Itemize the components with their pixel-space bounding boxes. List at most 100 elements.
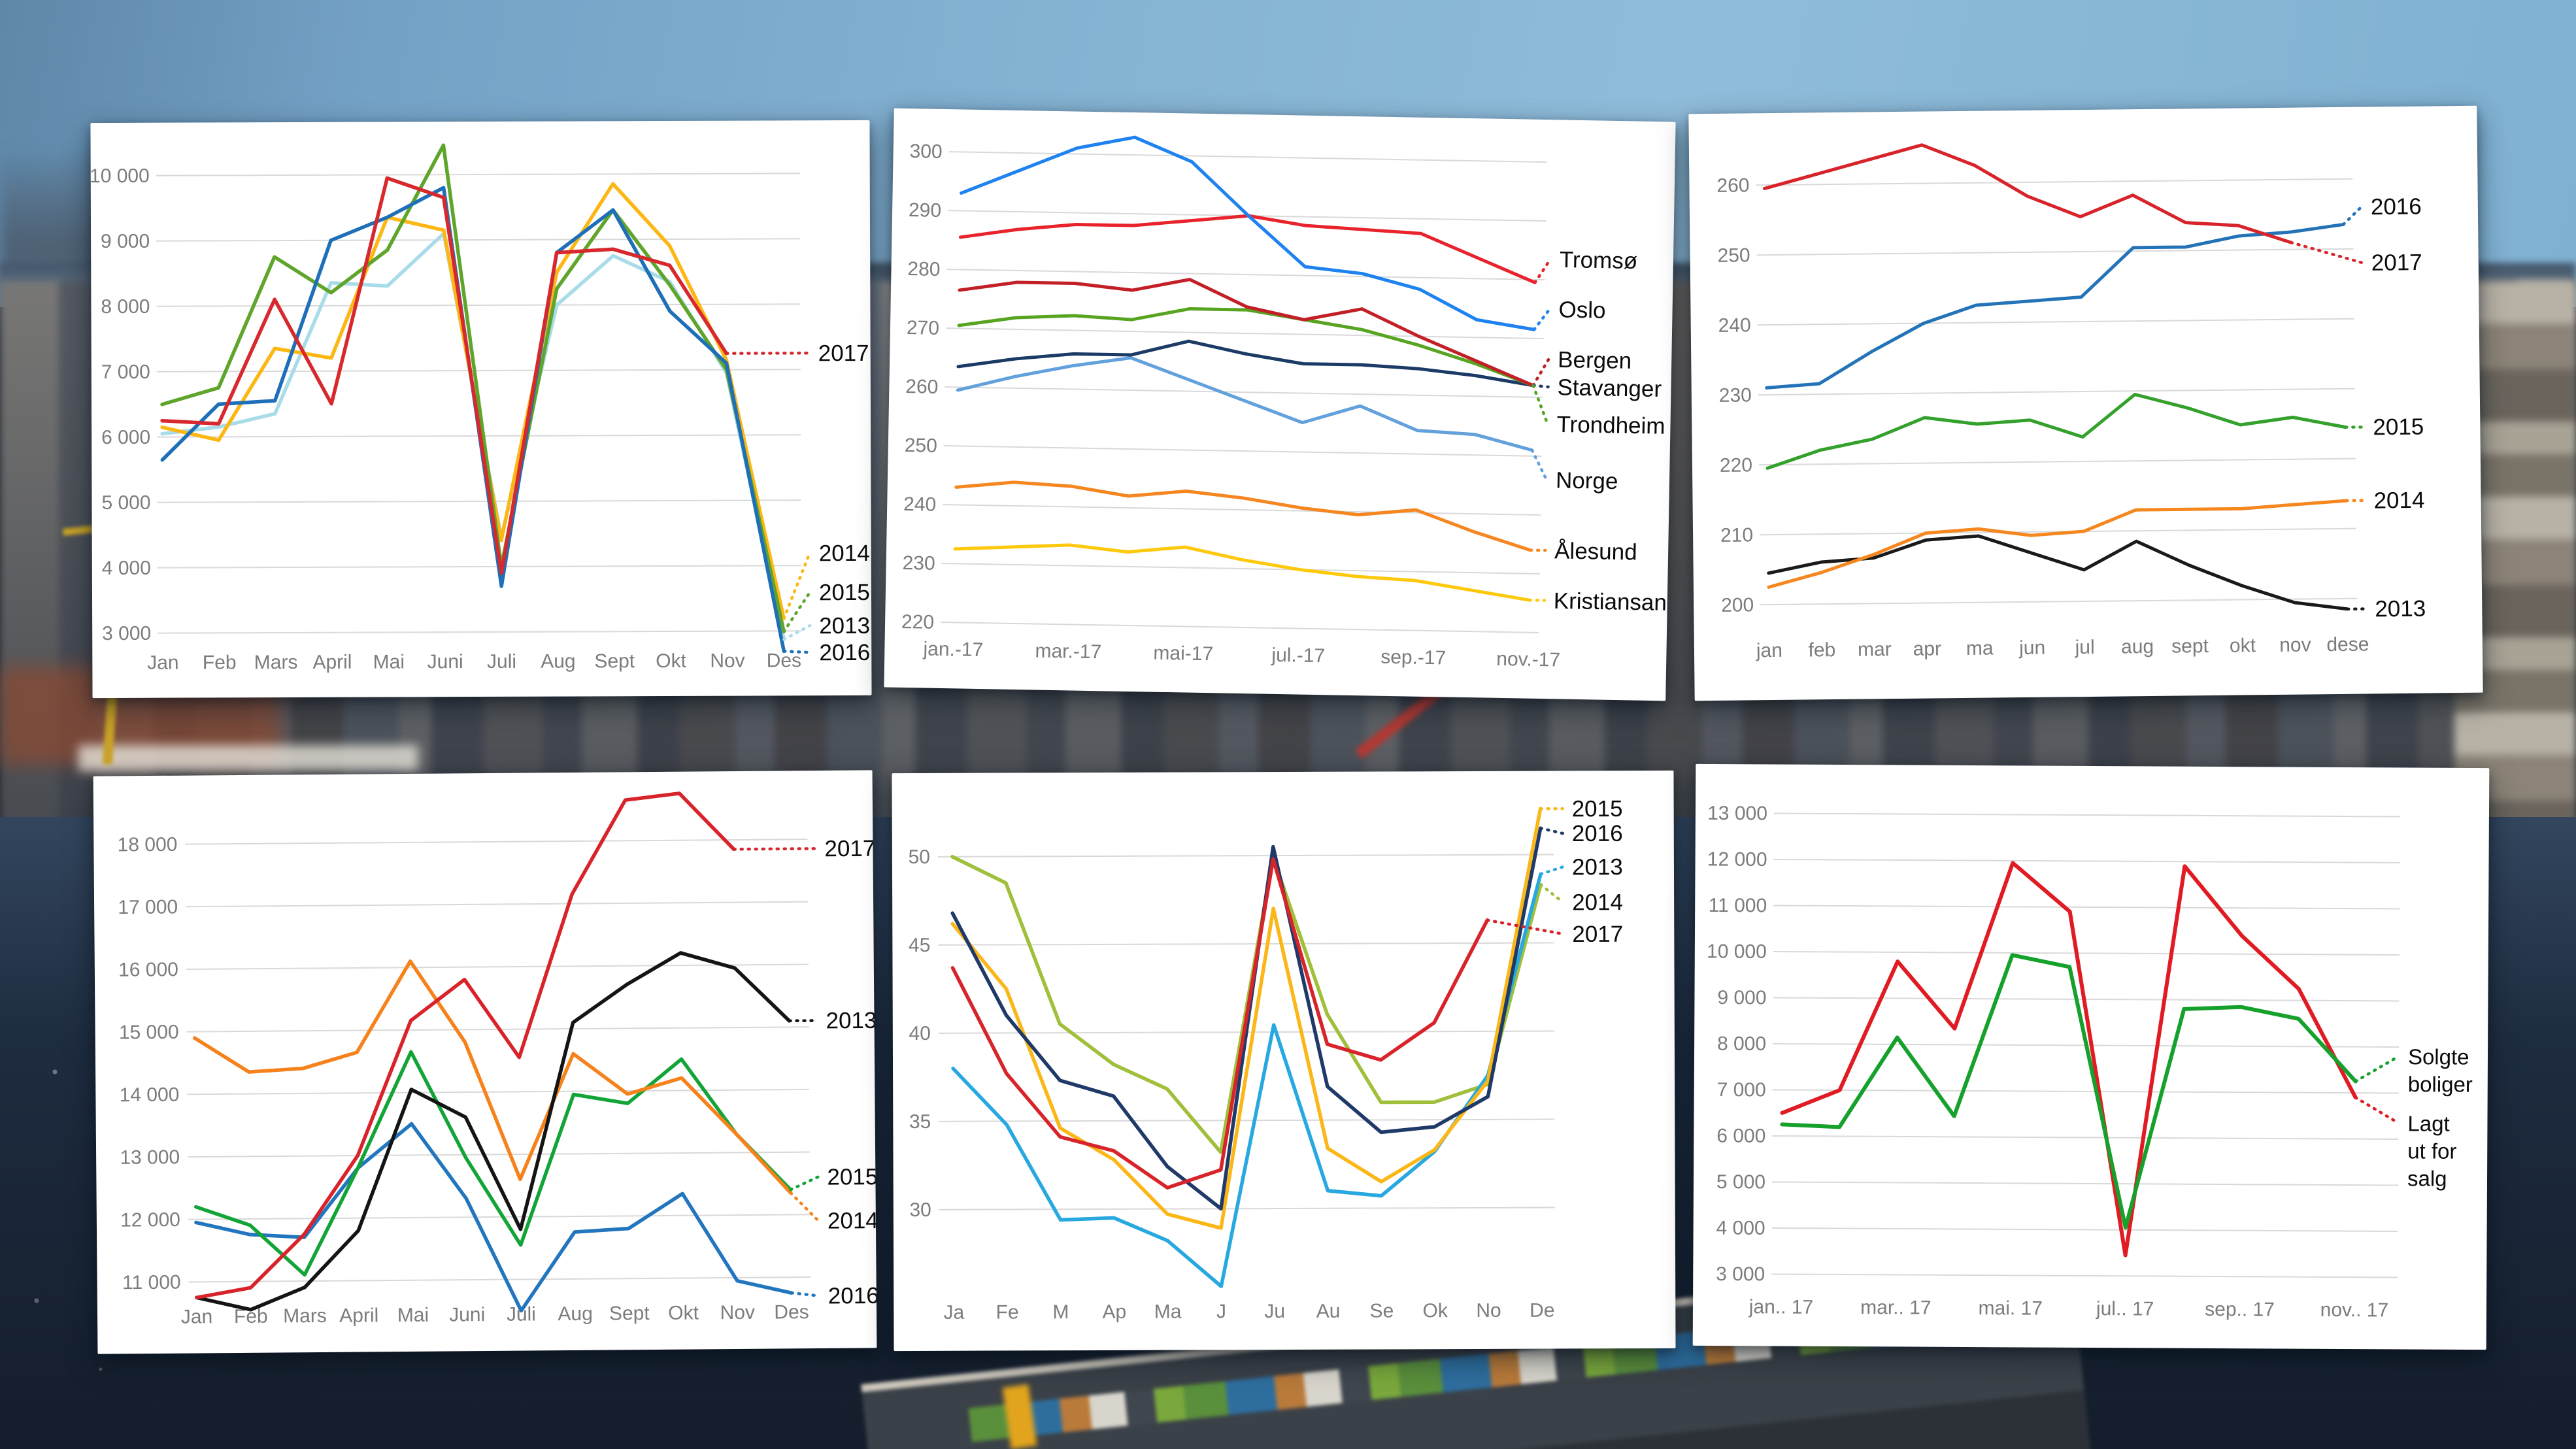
svg-text:220: 220 (901, 611, 935, 633)
svg-text:7 000: 7 000 (101, 361, 150, 383)
svg-text:Feb: Feb (203, 652, 237, 673)
svg-text:13 000: 13 000 (1707, 803, 1767, 824)
svg-text:Mars: Mars (283, 1305, 327, 1327)
svg-text:8 000: 8 000 (101, 296, 150, 318)
svg-text:2013: 2013 (826, 1008, 877, 1034)
svg-text:240: 240 (1718, 314, 1750, 337)
svg-text:2014: 2014 (819, 541, 870, 566)
line-chart-boligprisindeks-byer: 220 230 240 250 260 270 280 290 300 jan.-17 mar.-1… (901, 135, 1676, 671)
svg-text:16 000: 16 000 (118, 959, 178, 981)
line-chart-lagt-ut-for-salg-per-aar: 11 000 12 000 13 000 14 000 15 000 16 000 17 0… (117, 791, 877, 1328)
svg-text:feb: feb (1808, 639, 1835, 661)
white-tents (78, 745, 418, 771)
svg-text:jan: jan (1756, 640, 1782, 661)
svg-text:260: 260 (1716, 175, 1749, 197)
svg-text:April: April (339, 1305, 378, 1326)
svg-text:De: De (1530, 1300, 1554, 1322)
svg-text:Fe: Fe (996, 1301, 1019, 1323)
svg-text:40: 40 (909, 1023, 930, 1044)
svg-text:2014: 2014 (1572, 890, 1623, 915)
svg-text:J: J (1216, 1301, 1226, 1322)
svg-text:Ja: Ja (943, 1302, 964, 1324)
svg-text:300: 300 (909, 141, 943, 163)
svg-text:Nov: Nov (710, 650, 744, 672)
svg-text:jan.-17: jan.-17 (922, 639, 983, 661)
svg-text:Jan: Jan (147, 652, 178, 674)
chart-panel-lagt-ut-for-salg-per-aar: 11 000 12 000 13 000 14 000 15 000 16 000 17 0… (93, 770, 877, 1354)
svg-text:Norge: Norge (1556, 467, 1618, 494)
svg-text:salg: salg (2407, 1166, 2447, 1190)
svg-text:17 000: 17 000 (118, 896, 178, 918)
svg-text:2016: 2016 (828, 1283, 877, 1309)
svg-text:14 000: 14 000 (119, 1084, 179, 1106)
svg-text:nov.. 17: nov.. 17 (2320, 1299, 2389, 1322)
svg-text:sep.-17: sep.-17 (1380, 646, 1447, 669)
svg-text:260: 260 (905, 376, 939, 398)
svg-text:jul.-17: jul.-17 (1271, 644, 1325, 667)
svg-text:210: 210 (1720, 524, 1753, 546)
svg-text:April: April (312, 652, 352, 673)
svg-text:2015: 2015 (827, 1164, 877, 1190)
svg-text:6 000: 6 000 (1716, 1125, 1765, 1147)
svg-text:280: 280 (907, 258, 941, 280)
svg-text:Se: Se (1369, 1300, 1394, 1322)
svg-text:50: 50 (908, 846, 929, 868)
svg-text:4 000: 4 000 (1716, 1218, 1765, 1239)
svg-text:6 000: 6 000 (101, 427, 150, 448)
svg-text:15 000: 15 000 (119, 1022, 179, 1044)
svg-text:8 000: 8 000 (1717, 1033, 1766, 1055)
svg-text:okt: okt (2230, 635, 2256, 656)
svg-text:2017: 2017 (1572, 922, 1623, 947)
svg-text:Nov: Nov (720, 1302, 755, 1324)
svg-text:2014: 2014 (2373, 488, 2424, 514)
svg-text:220: 220 (1720, 454, 1752, 476)
chart-panel-boligprisindeks-per-aar: 200 210 220 230 240 250 260 jan feb mar apr ma jun ju… (1688, 105, 2483, 701)
svg-text:Juni: Juni (427, 651, 463, 673)
svg-text:Mai: Mai (373, 651, 405, 673)
svg-text:2016: 2016 (1572, 821, 1623, 846)
svg-text:Ma: Ma (1154, 1301, 1182, 1323)
svg-text:5 000: 5 000 (101, 492, 150, 514)
svg-text:Bergen: Bergen (1558, 347, 1632, 374)
svg-text:11 000: 11 000 (122, 1272, 181, 1294)
svg-text:jun: jun (2018, 637, 2045, 659)
svg-text:10 000: 10 000 (1707, 941, 1767, 962)
svg-text:4 000: 4 000 (102, 558, 151, 579)
svg-text:250: 250 (904, 435, 937, 457)
svg-text:boliger: boliger (2408, 1072, 2473, 1097)
svg-text:2013: 2013 (1572, 854, 1623, 880)
svg-text:Kristiansand: Kristiansand (1553, 588, 1675, 616)
chart-panel-boligprisindeks-byer: 220 230 240 250 260 270 280 290 300 jan.-17 mar.-1… (884, 108, 1676, 701)
svg-text:Trondheim: Trondheim (1556, 412, 1665, 439)
svg-text:2017: 2017 (818, 341, 869, 366)
svg-text:290: 290 (909, 199, 942, 222)
svg-text:sep.. 17: sep.. 17 (2205, 1299, 2275, 1321)
svg-text:mar.. 17: mar.. 17 (1860, 1297, 1932, 1319)
svg-text:200: 200 (1721, 594, 1754, 616)
chart-panel-solgte-vs-lagt-ut-2017: 3 000 4 000 5 000 6 000 7 000 8 000 9 000 10 00… (1692, 763, 2490, 1350)
svg-text:Aug: Aug (541, 650, 576, 672)
svg-text:2013: 2013 (819, 613, 870, 639)
svg-text:mar.-17: mar.-17 (1035, 641, 1101, 663)
svg-text:Lagt: Lagt (2407, 1111, 2449, 1135)
svg-text:Juni: Juni (449, 1304, 485, 1325)
svg-text:Mars: Mars (254, 652, 298, 673)
line-chart-solgte-boliger-per-aar: 3 000 4 000 5 000 6 000 7 000 8 000 9 000 10 00… (90, 143, 870, 674)
svg-text:aug: aug (2121, 636, 2154, 658)
svg-text:nov.-17: nov.-17 (1496, 648, 1560, 671)
svg-text:13 000: 13 000 (120, 1146, 180, 1169)
svg-text:12 000: 12 000 (120, 1209, 180, 1231)
svg-text:Juli: Juli (487, 651, 516, 673)
svg-text:Solgte: Solgte (2408, 1044, 2469, 1069)
svg-text:dese: dese (2326, 633, 2369, 656)
svg-text:ut for: ut for (2407, 1139, 2456, 1163)
svg-text:mar: mar (1858, 639, 1892, 661)
svg-text:2017: 2017 (2371, 250, 2422, 276)
svg-text:No: No (1476, 1300, 1501, 1322)
svg-text:2015: 2015 (2373, 414, 2424, 440)
svg-text:9 000: 9 000 (1717, 987, 1766, 1008)
svg-text:mai-17: mai-17 (1153, 642, 1213, 665)
svg-text:9 000: 9 000 (101, 231, 150, 252)
svg-text:7 000: 7 000 (1717, 1079, 1766, 1101)
svg-text:2014: 2014 (828, 1208, 877, 1234)
